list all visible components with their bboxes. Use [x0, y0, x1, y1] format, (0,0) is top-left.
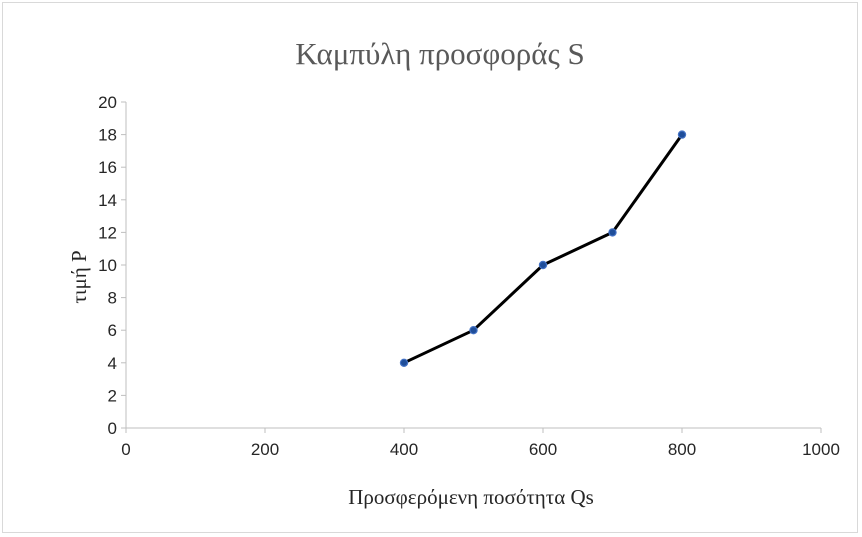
- data-point: [609, 229, 616, 236]
- data-point: [400, 359, 407, 366]
- y-tick-label: 0: [108, 419, 117, 438]
- x-tick-label: 600: [529, 440, 557, 459]
- x-tick-label: 1000: [802, 440, 840, 459]
- chart-title: Καμπύλη προσφοράς S: [295, 36, 585, 71]
- data-point: [678, 131, 685, 138]
- y-tick-label: 6: [108, 321, 117, 340]
- y-tick-label: 10: [98, 256, 117, 275]
- supply-series-line: [404, 135, 682, 363]
- x-axis-label: Προσφερόμενη ποσότητα Qs: [348, 485, 594, 509]
- y-axis-label: τιμή P: [67, 250, 91, 303]
- x-tick-label: 200: [251, 440, 279, 459]
- y-tick-label: 4: [108, 354, 117, 373]
- y-tick-label: 8: [108, 289, 117, 308]
- y-tick-label: 12: [98, 223, 117, 242]
- x-tick-label: 800: [668, 440, 696, 459]
- y-tick-label: 16: [98, 158, 117, 177]
- y-tick-label: 20: [98, 93, 117, 112]
- x-tick-label: 0: [121, 440, 130, 459]
- y-tick-label: 18: [98, 126, 117, 145]
- data-point: [539, 261, 546, 268]
- x-tick-label: 400: [390, 440, 418, 459]
- data-point: [470, 327, 477, 334]
- y-tick-label: 14: [98, 191, 117, 210]
- y-tick-label: 2: [108, 386, 117, 405]
